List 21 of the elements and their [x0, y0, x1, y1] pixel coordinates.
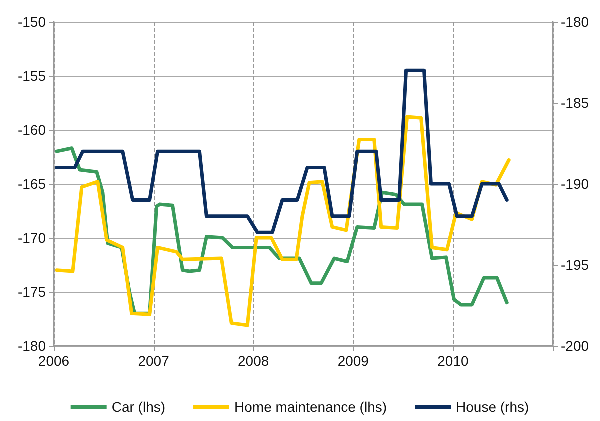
y-tick-label: -165	[18, 176, 46, 192]
y2-tick-label: -185	[561, 95, 590, 111]
x-tick-label: 2010	[438, 353, 469, 369]
y-tick-label: -175	[18, 284, 46, 300]
x-tick-label: 2008	[238, 353, 270, 369]
y2-tick-label: -195	[561, 257, 590, 273]
y2-tick-label: -200	[561, 338, 590, 354]
x-tick-label: 2006	[38, 353, 70, 369]
legend-label: House (rhs)	[456, 399, 530, 415]
y-tick-label: -170	[18, 230, 46, 246]
x-tick-label: 2009	[338, 353, 370, 369]
legend-label: Car (lhs)	[112, 399, 166, 415]
legend-label: Home maintenance (lhs)	[234, 399, 388, 415]
y-tick-label: -180	[18, 338, 46, 354]
y2-tick-label: -180	[561, 14, 590, 30]
line-series	[55, 68, 509, 234]
y-tick-label: -150	[18, 14, 46, 30]
x-tick-label: 2007	[138, 353, 170, 369]
y-tick-label: -160	[18, 122, 46, 138]
y2-tick-label: -190	[561, 176, 590, 192]
y-tick-label: -155	[18, 68, 46, 84]
